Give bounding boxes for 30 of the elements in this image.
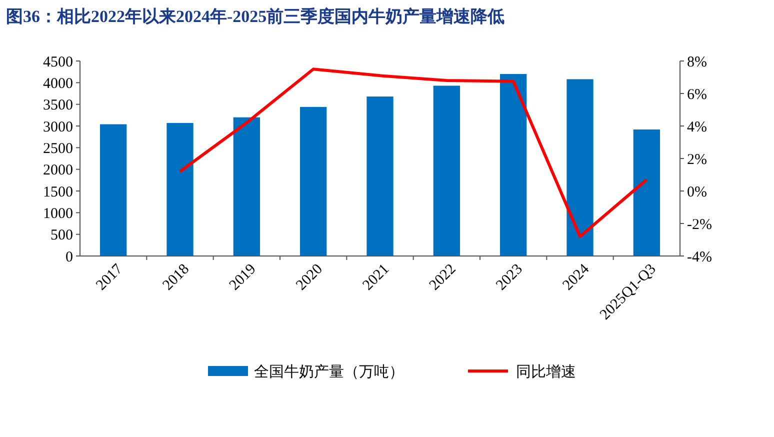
y2-tick-label: 6%: [687, 86, 707, 103]
bar: [500, 74, 527, 256]
legend-label: 全国牛奶产量（万吨）: [254, 363, 404, 380]
y-tick-label: 4000: [43, 76, 73, 92]
legend-label: 同比增速: [516, 363, 576, 380]
bar: [633, 129, 660, 256]
y2-tick-label: 8%: [687, 54, 707, 70]
y-tick-label: 1500: [43, 184, 73, 200]
bar: [233, 117, 260, 256]
y-tick-label: 3000: [43, 119, 73, 136]
y-tick-label: 0: [66, 249, 73, 266]
bar: [300, 106, 327, 256]
y2-tick-label: 2%: [687, 152, 707, 168]
y-tick-label: 500: [50, 228, 73, 244]
y-tick-label: 4500: [43, 54, 73, 70]
y2-tick-label: -4%: [687, 249, 712, 266]
y2-tick-label: 4%: [687, 119, 707, 136]
y-tick-label: 3500: [43, 98, 73, 114]
bar: [433, 86, 460, 256]
y2-tick-label: 0%: [687, 184, 707, 200]
chart-title: 图36：相比2022年以来2024年-2025前三季度国内牛奶产量增速降低: [6, 7, 505, 26]
bar: [100, 124, 127, 256]
y-tick-label: 2000: [43, 162, 73, 179]
y-tick-label: 2500: [43, 140, 73, 157]
bar: [566, 79, 594, 256]
bar: [366, 96, 394, 256]
bar: [166, 122, 194, 256]
y-tick-label: 1000: [43, 206, 73, 222]
y2-tick-label: -2%: [687, 216, 712, 233]
line-series: [178, 68, 648, 238]
